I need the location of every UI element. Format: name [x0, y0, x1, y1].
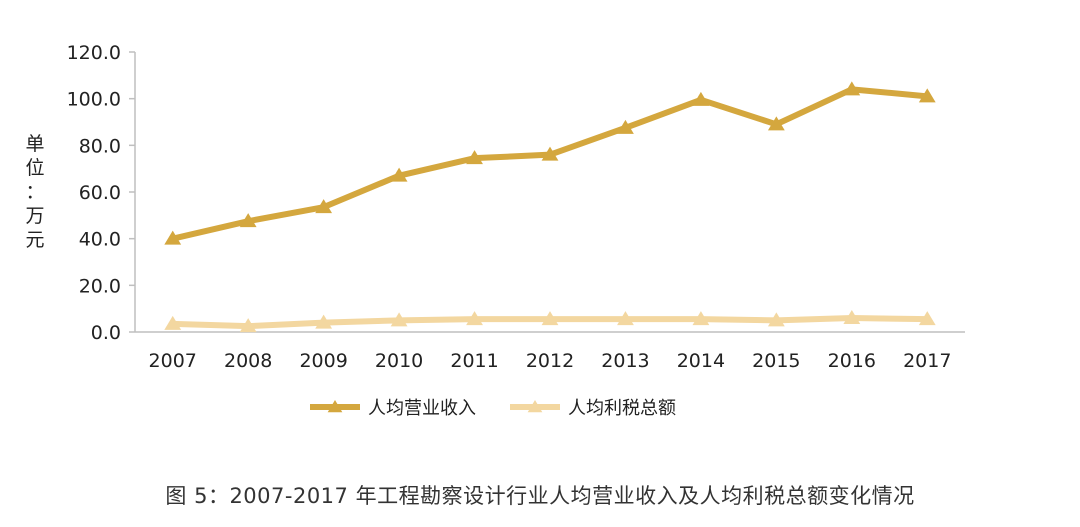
legend-marker — [527, 400, 543, 413]
y-tick-label: 0.0 — [91, 322, 121, 344]
data-point — [918, 311, 936, 326]
y-tick-label: 20.0 — [79, 275, 121, 297]
y-tick-label: 80.0 — [79, 135, 121, 157]
x-tick-label: 2015 — [752, 350, 800, 372]
data-point — [466, 150, 483, 165]
x-tick-label: 2016 — [828, 350, 876, 372]
data-point — [692, 311, 710, 326]
legend-item: 人均利税总额 — [510, 398, 676, 419]
y-axis-label: 单位：万元 — [25, 133, 44, 251]
x-tick-label: 2010 — [375, 350, 423, 372]
y-tick-label: 100.0 — [67, 89, 121, 111]
data-point — [390, 312, 408, 327]
data-point — [390, 167, 408, 182]
series-layer — [164, 81, 936, 333]
y-tick-label: 60.0 — [79, 182, 121, 204]
legend-label: 人均利税总额 — [568, 398, 676, 419]
data-point — [843, 310, 861, 324]
x-axis-ticks: 2007 2008 2009 2010 2011 2012 2013 2014 2015 2016… — [149, 350, 952, 372]
x-tick-label: 2007 — [149, 350, 197, 372]
legend-item: 人均营业收入 — [310, 398, 476, 419]
x-tick-label: 2017 — [903, 350, 951, 372]
legend-label: 人均营业收入 — [368, 398, 476, 419]
chart-legend: 人均营业收入 人均利税总额 — [310, 398, 676, 419]
series-line — [169, 86, 931, 242]
data-point — [617, 119, 634, 134]
x-tick-label: 2012 — [526, 350, 574, 372]
data-point — [164, 315, 182, 330]
data-point — [466, 311, 483, 326]
x-tick-label: 2009 — [299, 350, 347, 372]
x-tick-label: 2011 — [450, 350, 498, 372]
data-point — [541, 311, 559, 326]
x-tick-label: 2013 — [601, 350, 649, 372]
data-point — [767, 116, 785, 131]
data-point — [315, 199, 333, 214]
data-point — [617, 311, 634, 326]
data-point — [315, 314, 333, 329]
data-point — [843, 81, 861, 96]
series-2 — [164, 310, 936, 333]
data-point — [692, 91, 710, 106]
data-point — [164, 230, 182, 245]
data-point — [239, 213, 257, 228]
figure-caption: 图 5：2007-2017 年工程勘察设计行业人均营业收入及人均利税总额变化情况 — [165, 484, 915, 508]
data-point — [767, 312, 785, 327]
x-tick-label: 2008 — [224, 350, 272, 372]
data-point — [239, 318, 257, 333]
legend-marker — [327, 400, 343, 413]
data-point — [918, 88, 936, 103]
y-axis-ticks: 0.0 20.0 40.0 60.0 80.0 100.0 120.0 — [67, 42, 135, 344]
y-tick-label: 120.0 — [67, 42, 121, 64]
y-tick-label: 40.0 — [79, 229, 121, 251]
series-1 — [164, 81, 936, 245]
data-point — [541, 146, 559, 161]
x-tick-label: 2014 — [677, 350, 725, 372]
